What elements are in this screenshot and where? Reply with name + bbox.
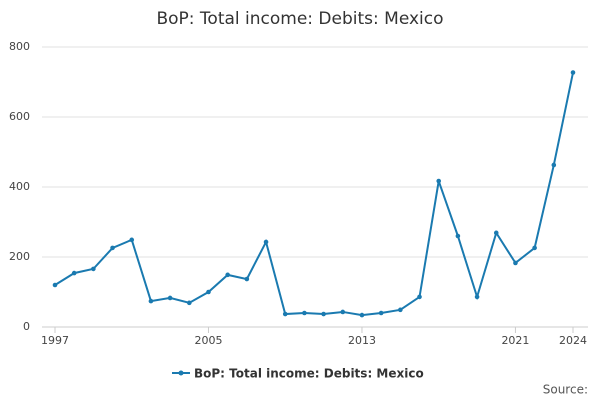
legend-label: BoP: Total income: Debits: Mexico <box>194 367 424 381</box>
y-tick-label: 200 <box>9 250 30 263</box>
point <box>513 260 518 266</box>
x-tick-label: 1997 <box>41 334 69 347</box>
point <box>225 272 230 278</box>
point <box>436 178 442 184</box>
source: Source: <box>543 383 588 397</box>
point <box>129 237 135 243</box>
point <box>91 266 96 272</box>
point <box>532 245 537 251</box>
point <box>52 282 58 288</box>
point <box>282 311 288 317</box>
line <box>54 72 574 317</box>
point <box>359 312 365 318</box>
point <box>302 310 307 316</box>
legend-marker <box>178 370 184 376</box>
point <box>71 270 77 276</box>
point <box>186 300 192 306</box>
point <box>244 276 250 282</box>
point <box>474 294 480 300</box>
point <box>378 310 384 316</box>
y-tick-label: 400 <box>9 180 30 193</box>
point <box>417 294 422 300</box>
y-tick-label: 600 <box>9 110 30 123</box>
x-tick-label: 2013 <box>348 334 376 347</box>
point <box>340 309 346 315</box>
y-tick-label: 0 <box>23 320 30 333</box>
point <box>570 70 576 75</box>
point <box>493 230 499 236</box>
x-tick-label: 2005 <box>194 334 222 347</box>
point <box>455 233 461 239</box>
point <box>321 311 326 317</box>
point <box>206 289 211 295</box>
chart-title: BoP: Total income: Debits: Mexico <box>156 9 443 29</box>
point <box>148 298 154 304</box>
point <box>551 162 557 168</box>
point <box>263 239 269 245</box>
y-tick-label: 800 <box>9 40 30 53</box>
point <box>110 245 115 251</box>
point <box>167 295 173 301</box>
point <box>398 307 403 313</box>
x-tick-label: 2021 <box>501 334 529 347</box>
x-tick-label: 2024 <box>559 334 587 347</box>
